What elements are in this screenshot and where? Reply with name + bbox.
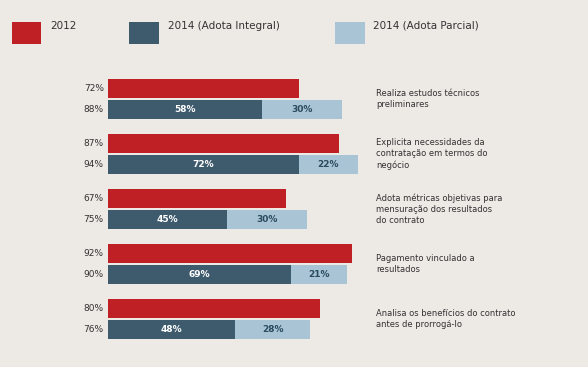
Text: 2014 (Adota Integral): 2014 (Adota Integral) bbox=[168, 21, 279, 31]
Bar bbox=[108, 244, 352, 263]
Text: 94%: 94% bbox=[84, 160, 104, 169]
Text: Explicita necessidades da
contratação em termos do
negócio: Explicita necessidades da contratação em… bbox=[376, 138, 488, 170]
Bar bbox=[108, 155, 299, 174]
Bar bbox=[262, 100, 342, 119]
Bar bbox=[108, 189, 286, 208]
Text: 30%: 30% bbox=[256, 215, 278, 224]
Text: Adota métricas objetivas para
mensuração dos resultados
do contrato: Adota métricas objetivas para mensuração… bbox=[376, 193, 503, 225]
Bar bbox=[108, 134, 339, 153]
Text: 76%: 76% bbox=[83, 326, 104, 334]
Text: 72%: 72% bbox=[193, 160, 214, 169]
Text: 45%: 45% bbox=[157, 215, 178, 224]
Text: 2012: 2012 bbox=[50, 21, 76, 31]
Bar bbox=[235, 320, 310, 339]
Text: 2014 (Adota Parcial): 2014 (Adota Parcial) bbox=[373, 21, 479, 31]
Text: 28%: 28% bbox=[262, 326, 283, 334]
Text: 67%: 67% bbox=[83, 194, 104, 203]
Bar bbox=[108, 210, 228, 229]
Text: 22%: 22% bbox=[318, 160, 339, 169]
Text: 80%: 80% bbox=[83, 304, 104, 313]
Bar bbox=[108, 79, 299, 98]
Text: Pagamento vinculado a
resultados: Pagamento vinculado a resultados bbox=[376, 254, 475, 274]
Bar bbox=[228, 210, 307, 229]
Text: 88%: 88% bbox=[83, 105, 104, 114]
Text: Analisa os benefícios do contrato
antes de prorrogá-lo: Analisa os benefícios do contrato antes … bbox=[376, 309, 516, 330]
Text: 87%: 87% bbox=[83, 139, 104, 148]
Text: 58%: 58% bbox=[174, 105, 196, 114]
Text: 72%: 72% bbox=[84, 84, 104, 93]
Text: Realiza estudos técnicos
preliminares: Realiza estudos técnicos preliminares bbox=[376, 89, 480, 109]
Text: 30%: 30% bbox=[291, 105, 313, 114]
Text: 75%: 75% bbox=[83, 215, 104, 224]
Bar bbox=[291, 265, 347, 284]
Bar bbox=[299, 155, 358, 174]
Bar bbox=[108, 299, 320, 318]
Bar bbox=[108, 320, 235, 339]
Text: 92%: 92% bbox=[84, 249, 104, 258]
Text: 90%: 90% bbox=[83, 270, 104, 279]
Text: 48%: 48% bbox=[161, 326, 182, 334]
Text: 21%: 21% bbox=[309, 270, 330, 279]
Bar bbox=[108, 100, 262, 119]
Text: 69%: 69% bbox=[189, 270, 211, 279]
Bar bbox=[108, 265, 291, 284]
